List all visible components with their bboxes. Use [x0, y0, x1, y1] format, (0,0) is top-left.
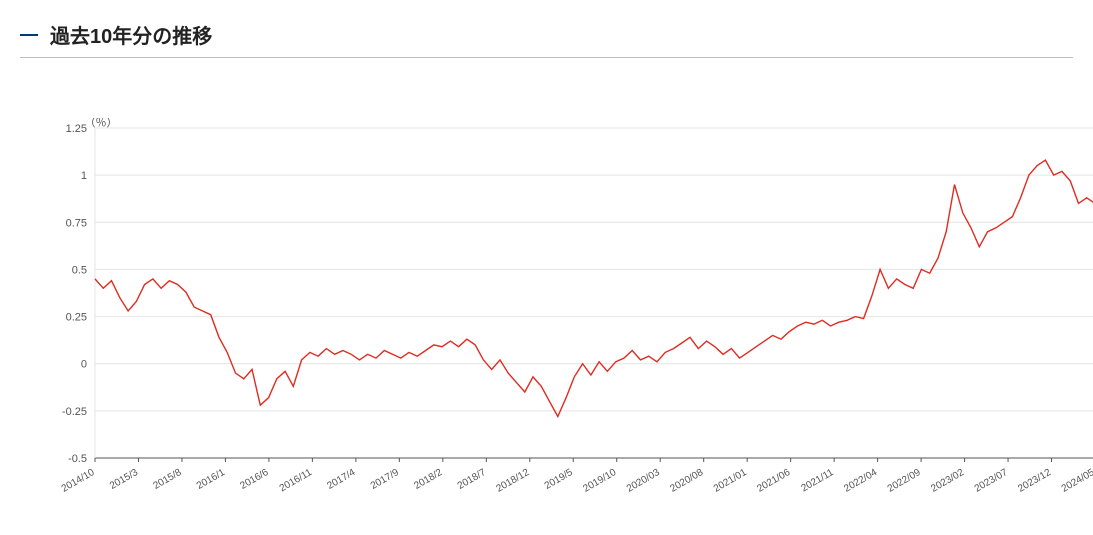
line-chart: -0.5-0.2500.250.50.7511.25（％）2014/102015… [40, 118, 1073, 528]
section-header: 過去10年分の推移 [20, 20, 1073, 58]
x-tick-label: 2018/12 [494, 467, 531, 495]
x-tick-label: 2022/04 [842, 467, 879, 495]
y-tick-label: 1 [81, 170, 87, 182]
x-tick-label: 2015/3 [108, 467, 140, 492]
x-tick-label: 2021/11 [799, 467, 836, 494]
section-title: 過去10年分の推移 [50, 20, 212, 49]
x-tick-label: 2021/06 [755, 467, 792, 495]
accent-dash-icon [20, 34, 38, 36]
x-tick-label: 2024/05 [1060, 467, 1093, 495]
x-tick-label: 2023/12 [1016, 467, 1053, 495]
x-tick-label: 2015/8 [151, 467, 183, 492]
x-tick-label: 2017/4 [325, 467, 357, 492]
series-line-rate [95, 160, 1093, 416]
x-tick-label: 2014/10 [60, 467, 97, 495]
x-tick-label: 2016/6 [238, 467, 270, 492]
x-tick-label: 2020/08 [668, 467, 705, 495]
x-tick-label: 2019/10 [581, 467, 618, 495]
y-tick-label: 0.75 [66, 217, 87, 229]
x-tick-label: 2019/5 [543, 467, 575, 492]
x-tick-label: 2023/07 [973, 467, 1010, 495]
y-tick-label: 0.25 [66, 312, 87, 324]
y-tick-label: -0.25 [62, 406, 87, 418]
y-tick-label: -0.5 [68, 453, 87, 465]
x-tick-label: 2020/03 [625, 467, 662, 495]
y-tick-label: 0 [81, 359, 87, 371]
x-tick-label: 2018/7 [456, 467, 488, 492]
x-tick-label: 2018/2 [412, 467, 444, 492]
x-tick-label: 2022/09 [886, 467, 923, 495]
x-tick-label: 2016/11 [278, 467, 315, 494]
x-tick-label: 2021/01 [712, 467, 749, 495]
x-tick-label: 2017/9 [369, 467, 401, 492]
y-axis-unit: （％） [85, 118, 118, 129]
x-tick-label: 2023/02 [929, 467, 966, 495]
x-tick-label: 2016/1 [195, 467, 227, 492]
y-tick-label: 0.5 [72, 264, 87, 276]
